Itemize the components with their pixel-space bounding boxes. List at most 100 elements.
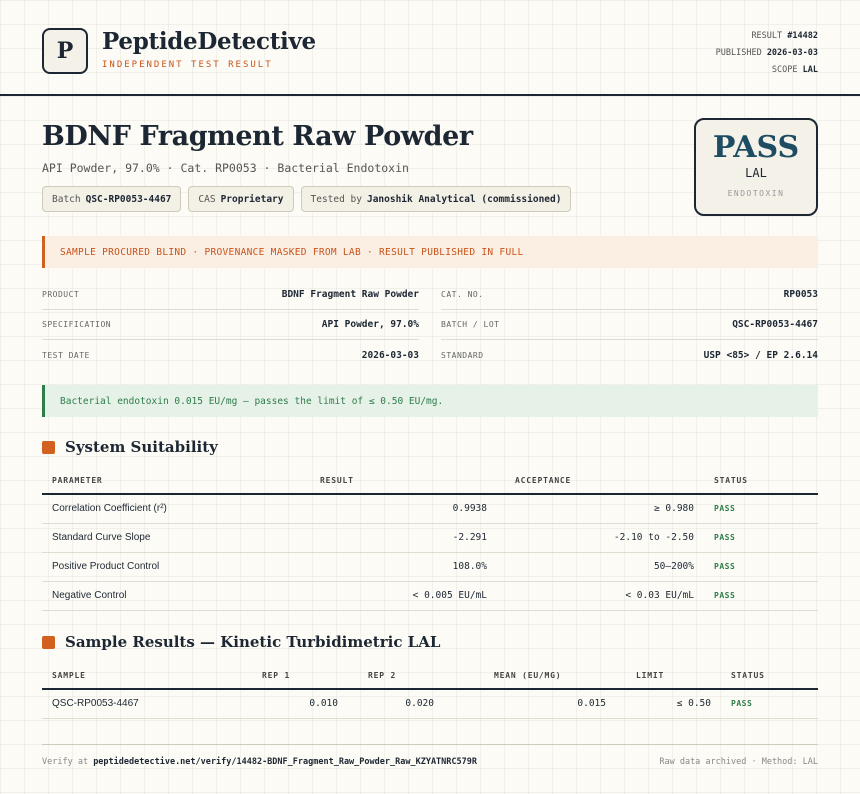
- info-spec: SPECIFICATION API Powder, 97.0%: [42, 310, 419, 340]
- meta-result-label: RESULT: [751, 31, 783, 41]
- status-badge: PASS: [704, 523, 818, 553]
- verify-link[interactable]: peptidedetective.net/verify/14482-BDNF_F…: [93, 757, 477, 767]
- batch-chip-label: Batch: [52, 193, 81, 205]
- product-subtitle: API Powder, 97.0% · Cat. RP0053 · Bacter…: [42, 161, 409, 175]
- col-status: STATUS: [721, 662, 818, 690]
- tested-by-chip-value: Janoshik Analytical (commissioned): [366, 193, 562, 205]
- status-badge: PASS: [721, 689, 818, 719]
- table-row: Standard Curve Slope -2.291 -2.10 to -2.…: [42, 523, 818, 553]
- info-date: TEST DATE 2026-03-03: [42, 340, 419, 370]
- batch-chip: Batch QSC-RP0053-4467: [42, 186, 182, 212]
- verdict-method: LAL: [745, 166, 767, 180]
- col-mean: MEAN (EU/MG): [444, 662, 616, 690]
- table-row: Correlation Coefficient (r²) 0.9938 ≥ 0.…: [42, 494, 818, 524]
- col-result: RESULT: [302, 467, 497, 495]
- cell-parameter: Positive Product Control: [42, 552, 302, 582]
- product-title: BDNF Fragment Raw Powder: [42, 121, 473, 152]
- info-standard-value: USP <85> / EP 2.6.14: [703, 349, 818, 361]
- cell-acceptance: ≥ 0.980: [497, 494, 704, 524]
- meta-scope-value: LAL: [802, 65, 818, 75]
- info-product-label: PRODUCT: [42, 290, 80, 299]
- section-marker-icon: [42, 440, 55, 454]
- procurement-notice: SAMPLE PROCURED BLIND · PROVENANCE MASKE…: [42, 236, 818, 268]
- meta-result: RESULT #14482: [716, 28, 818, 45]
- info-row: TEST DATE 2026-03-03 STANDARD USP <85> /…: [42, 340, 818, 370]
- info-date-label: TEST DATE: [42, 350, 90, 360]
- result-summary: Bacterial endotoxin 0.015 EU/mg — passes…: [42, 385, 818, 417]
- col-parameter: PARAMETER: [42, 467, 302, 495]
- section-marker-icon: [42, 635, 55, 649]
- meta-published-label: PUBLISHED: [715, 48, 762, 58]
- verify-prefix: Verify at: [42, 757, 89, 767]
- info-cat: CAT. NO. RP0053: [441, 280, 818, 310]
- brand-name[interactable]: PeptideDetective: [102, 28, 316, 55]
- info-grid: PRODUCT BDNF Fragment Raw Powder CAT. NO…: [42, 280, 818, 370]
- samples-title: Sample Results — Kinetic Turbidimetric L…: [65, 633, 441, 651]
- brand-logo: P: [42, 28, 88, 74]
- info-spec-label: SPECIFICATION: [42, 320, 112, 329]
- cell-result: -2.291: [302, 523, 497, 553]
- meta-result-value: #14482: [787, 31, 818, 41]
- col-rep1: REP 1: [242, 662, 348, 690]
- verify-line: Verify at peptidedetective.net/verify/14…: [42, 757, 477, 767]
- info-standard: STANDARD USP <85> / EP 2.6.14: [441, 340, 818, 370]
- product-chips: Batch QSC-RP0053-4467 CAS Proprietary Test…: [42, 186, 572, 212]
- result-meta: RESULT #14482 PUBLISHED 2026-03-03 SCOPE…: [716, 28, 818, 79]
- cell-result: < 0.005 EU/mL: [302, 581, 497, 611]
- verdict-scope: ENDOTOXIN: [727, 189, 785, 198]
- table-header-row: SAMPLE REP 1 REP 2 MEAN (EU/MG) LIMIT ST…: [42, 662, 818, 690]
- samples-heading: Sample Results — Kinetic Turbidimetric L…: [42, 633, 440, 651]
- cell-mean: 0.015: [444, 689, 616, 719]
- info-cat-value: RP0053: [783, 289, 818, 300]
- cas-chip-label: CAS: [198, 193, 216, 205]
- footer-note: Raw data archived · Method: LAL: [659, 757, 818, 767]
- info-product: PRODUCT BDNF Fragment Raw Powder: [42, 280, 419, 310]
- info-product-value: BDNF Fragment Raw Powder: [281, 289, 419, 300]
- cell-result: 108.0%: [302, 552, 497, 582]
- meta-scope: SCOPE LAL: [716, 62, 818, 79]
- cell-sample: QSC-RP0053-4467: [42, 689, 242, 719]
- cell-acceptance: 50–200%: [497, 552, 704, 582]
- status-badge: PASS: [704, 581, 818, 611]
- cell-result: 0.9938: [302, 494, 497, 524]
- info-date-value: 2026-03-03: [361, 349, 419, 361]
- verdict-word: PASS: [712, 130, 800, 165]
- batch-chip-value: QSC-RP0053-4467: [85, 193, 172, 205]
- status-badge: PASS: [704, 494, 818, 524]
- table-row: Negative Control < 0.005 EU/mL < 0.03 EU…: [42, 581, 818, 611]
- tested-by-chip-label: Tested by: [310, 193, 362, 205]
- cell-parameter: Standard Curve Slope: [42, 523, 302, 553]
- info-batch-value: QSC-RP0053-4467: [732, 319, 818, 330]
- info-batch-label: BATCH / LOT: [441, 320, 500, 329]
- col-status: STATUS: [704, 467, 818, 495]
- info-standard-label: STANDARD: [441, 350, 484, 360]
- suitability-title: System Suitability: [65, 438, 218, 456]
- info-batch: BATCH / LOT QSC-RP0053-4467: [441, 310, 818, 340]
- samples-table: SAMPLE REP 1 REP 2 MEAN (EU/MG) LIMIT ST…: [42, 662, 818, 719]
- page-header: P PeptideDetective INDEPENDENT TEST RESU…: [0, 0, 860, 96]
- brand-tagline: INDEPENDENT TEST RESULT: [102, 60, 273, 70]
- cell-acceptance: < 0.03 EU/mL: [497, 581, 704, 611]
- info-row: SPECIFICATION API Powder, 97.0% BATCH / …: [42, 310, 818, 340]
- cell-rep1: 0.010: [242, 689, 348, 719]
- info-spec-value: API Powder, 97.0%: [321, 319, 419, 330]
- cell-acceptance: -2.10 to -2.50: [497, 523, 704, 553]
- table-header-row: PARAMETER RESULT ACCEPTANCE STATUS: [42, 467, 818, 495]
- col-rep2: REP 2: [348, 662, 444, 690]
- meta-published: PUBLISHED 2026-03-03: [716, 45, 818, 62]
- verdict-badge: PASS LAL ENDOTOXIN: [694, 118, 818, 216]
- meta-scope-label: SCOPE: [771, 65, 798, 75]
- cell-parameter: Negative Control: [42, 581, 302, 611]
- meta-published-value: 2026-03-03: [766, 48, 818, 58]
- cas-chip-value: Proprietary: [220, 193, 284, 205]
- info-row: PRODUCT BDNF Fragment Raw Powder CAT. NO…: [42, 280, 818, 310]
- table-row: Positive Product Control 108.0% 50–200% …: [42, 552, 818, 582]
- cell-rep2: 0.020: [348, 689, 444, 719]
- suitability-table: PARAMETER RESULT ACCEPTANCE STATUS Corre…: [42, 467, 818, 611]
- cell-parameter: Correlation Coefficient (r²): [42, 494, 302, 524]
- col-acceptance: ACCEPTANCE: [497, 467, 704, 495]
- page-footer: Verify at peptidedetective.net/verify/14…: [42, 744, 818, 767]
- tested-by-chip: Tested by Janoshik Analytical (commission…: [300, 186, 572, 212]
- col-sample: SAMPLE: [42, 662, 242, 690]
- col-limit: LIMIT: [616, 662, 721, 690]
